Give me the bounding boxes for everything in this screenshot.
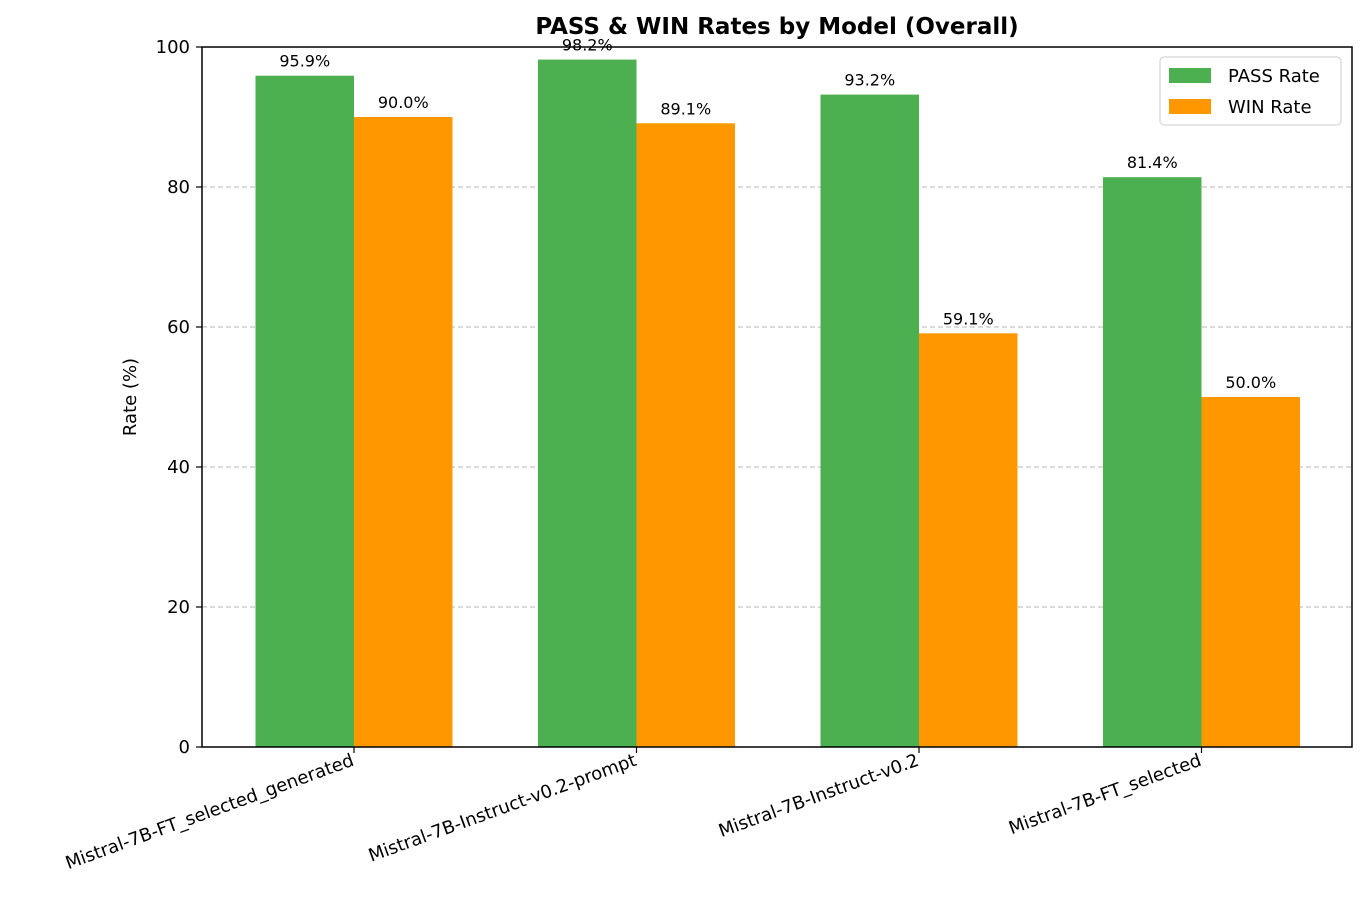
data-labels: 95.9% 90.0% 98.2% 89.1% 93.2% 59.1% 81.4% 50.0% (279, 36, 1276, 392)
bar-win-rate (636, 123, 735, 748)
data-label: 50.0% (1225, 373, 1276, 392)
x-axis: Mistral-7B-FT_selected_generated Mistral-… (63, 747, 1204, 874)
y-tick-label: 40 (167, 457, 190, 478)
bar-pass-rate (538, 59, 637, 748)
bar-win-rate (919, 333, 1018, 747)
x-tick-label: Mistral-7B-FT_selected (1006, 750, 1204, 839)
legend-label: WIN Rate (1228, 97, 1312, 118)
data-label: 98.2% (562, 36, 613, 55)
x-tick-label: Mistral-7B-Instruct-v0.2 (716, 750, 922, 842)
y-tick-label: 100 (156, 37, 190, 58)
bar-win-rate (354, 117, 453, 747)
data-label: 93.2% (844, 71, 895, 90)
data-label: 90.0% (378, 93, 429, 112)
x-tick-label: Mistral-7B-Instruct-v0.2-prompt (366, 750, 639, 867)
plot-frame (201, 46, 1353, 748)
y-tick-label: 80 (167, 177, 190, 198)
bar-pass-rate (820, 94, 919, 748)
chart-title: PASS & WIN Rates by Model (Overall) (535, 14, 1018, 40)
y-tick-label: 0 (179, 737, 190, 758)
legend-swatch (1169, 99, 1211, 114)
legend: PASS Rate WIN Rate (1159, 56, 1342, 126)
bar-pass-rate (255, 75, 354, 747)
legend-label: PASS Rate (1228, 66, 1320, 87)
bar-pass-rate (1103, 177, 1202, 747)
y-tick-label: 60 (167, 317, 190, 338)
bar-win-rate (1201, 397, 1300, 747)
data-label: 59.1% (943, 309, 994, 328)
y-axis-label: Rate (%) (120, 358, 141, 436)
bars (255, 59, 1300, 748)
y-tick-label: 20 (167, 597, 190, 618)
data-label: 81.4% (1127, 153, 1178, 172)
data-label: 95.9% (279, 52, 330, 71)
data-label: 89.1% (660, 99, 711, 118)
y-axis: 0 20 40 60 80 100 (156, 37, 202, 758)
x-tick-label: Mistral-7B-FT_selected_generated (63, 750, 357, 874)
legend-swatch (1169, 68, 1211, 83)
